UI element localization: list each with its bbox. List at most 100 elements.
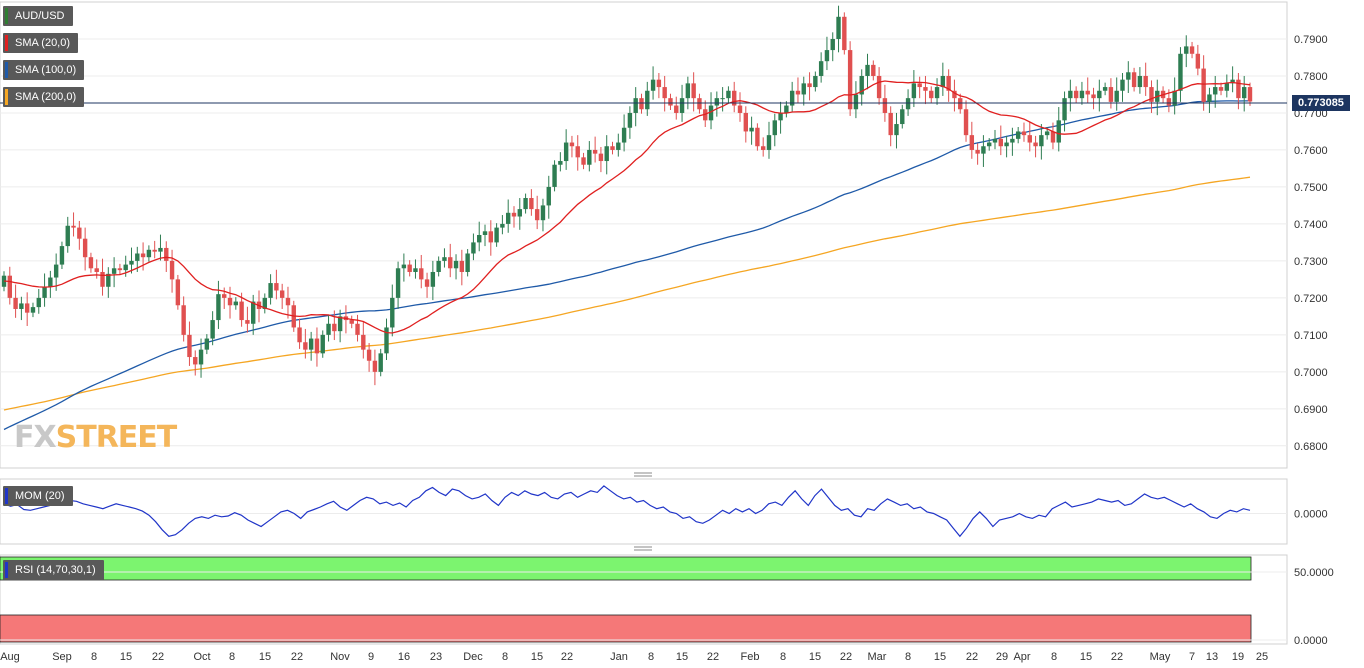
legend-sma100[interactable]: SMA (100,0) [3, 60, 85, 80]
candlesticks [1, 5, 1253, 386]
price-tick-label: 0.7800 [1294, 71, 1328, 83]
candle [53, 253, 59, 291]
candle [204, 334, 210, 355]
x-tick-label: 22 [840, 651, 852, 663]
candle [917, 76, 922, 99]
x-tick-label: 23 [430, 651, 442, 663]
rsi-overbought-zone [0, 556, 1252, 581]
candle [934, 78, 940, 105]
candle [401, 253, 407, 282]
x-tick-label: 29 [996, 651, 1008, 663]
candle [691, 72, 696, 112]
candle [616, 133, 621, 157]
candle [760, 137, 766, 157]
candle [1247, 82, 1253, 106]
candle [540, 198, 546, 232]
candle [708, 92, 714, 130]
candle [737, 92, 743, 122]
price-tick-label: 0.7400 [1294, 219, 1328, 231]
rsi-tick-label: 0.0000 [1294, 635, 1328, 647]
candle [413, 259, 418, 279]
candle [546, 175, 551, 219]
candle [274, 269, 279, 300]
candle [621, 114, 627, 152]
panel-separator-1[interactable] [634, 472, 652, 477]
candle [778, 101, 783, 134]
candle [830, 32, 835, 62]
candle [1178, 47, 1183, 102]
candle [523, 193, 528, 214]
candle [633, 87, 638, 127]
x-tick-label: 15 [676, 651, 688, 663]
candle [1033, 135, 1038, 158]
candle [1079, 81, 1085, 105]
legend-mom[interactable]: MOM (20) [3, 486, 73, 506]
candle [424, 272, 430, 298]
candle [465, 249, 470, 277]
rsi-panel[interactable]: 50.0000 0.0000 [0, 554, 1334, 647]
legend-symbol[interactable]: AUD/USD [3, 6, 73, 26]
price-y-axis: 0.79000.78000.77000.76000.75000.74000.73… [1294, 34, 1328, 453]
x-tick-label: Mar [868, 651, 887, 663]
x-tick-label: 22 [561, 651, 573, 663]
x-tick-label: May [1150, 651, 1171, 663]
rsi-oversold-zone [0, 614, 1252, 643]
price-gridlines [0, 38, 1287, 447]
candle [384, 318, 389, 361]
candle [963, 100, 969, 142]
candle [784, 101, 789, 118]
price-panel-background [0, 1, 1288, 469]
candle [297, 318, 302, 349]
x-tick-label: 16 [398, 651, 410, 663]
price-panel[interactable]: 0.79000.78000.77000.76000.75000.74000.73… [0, 1, 1328, 469]
candle [482, 224, 488, 247]
fxstreet-logo: FXSTREET [14, 420, 177, 455]
candle [853, 81, 859, 119]
panel-separator-2[interactable] [634, 546, 652, 551]
candle [436, 256, 441, 277]
price-tick-label: 0.7600 [1294, 145, 1328, 157]
candle [517, 198, 522, 230]
x-tick-label: 25 [1256, 651, 1268, 663]
candle [923, 75, 928, 105]
sma20-label: SMA (20,0) [15, 37, 71, 49]
candle [627, 106, 633, 139]
x-tick-label: Dec [463, 651, 483, 663]
candle [30, 302, 36, 318]
candle [337, 309, 343, 343]
candle [900, 104, 905, 129]
candle [1131, 67, 1137, 92]
x-tick-label: 15 [531, 651, 543, 663]
candle [818, 52, 824, 83]
candle [332, 310, 337, 341]
candle [772, 113, 777, 147]
x-tick-label: 8 [91, 651, 97, 663]
candle [453, 254, 459, 280]
candle [1184, 35, 1189, 68]
legend-sma200[interactable]: SMA (200,0) [3, 87, 85, 107]
x-tick-label: 13 [1206, 651, 1218, 663]
legend-sma20[interactable]: SMA (20,0) [3, 33, 79, 53]
candle [1010, 127, 1015, 156]
candle [372, 349, 378, 386]
momentum-panel[interactable]: 0.0000 [0, 478, 1328, 545]
candle [349, 315, 354, 329]
x-tick-label: Feb [741, 651, 760, 663]
legend-rsi[interactable]: RSI (14,70,30,1) [3, 560, 104, 580]
candle [685, 76, 691, 110]
x-tick-label: 9 [368, 651, 374, 663]
candle [987, 138, 992, 151]
candle [477, 221, 482, 252]
candle [285, 286, 291, 319]
candle [592, 136, 598, 163]
candle [552, 160, 557, 192]
candle [471, 233, 476, 261]
candle [442, 248, 447, 268]
candle [239, 292, 244, 327]
candle [198, 338, 204, 378]
x-tick-label: 22 [1111, 651, 1123, 663]
candle [419, 254, 424, 289]
candle [314, 327, 320, 367]
candle [958, 93, 963, 114]
